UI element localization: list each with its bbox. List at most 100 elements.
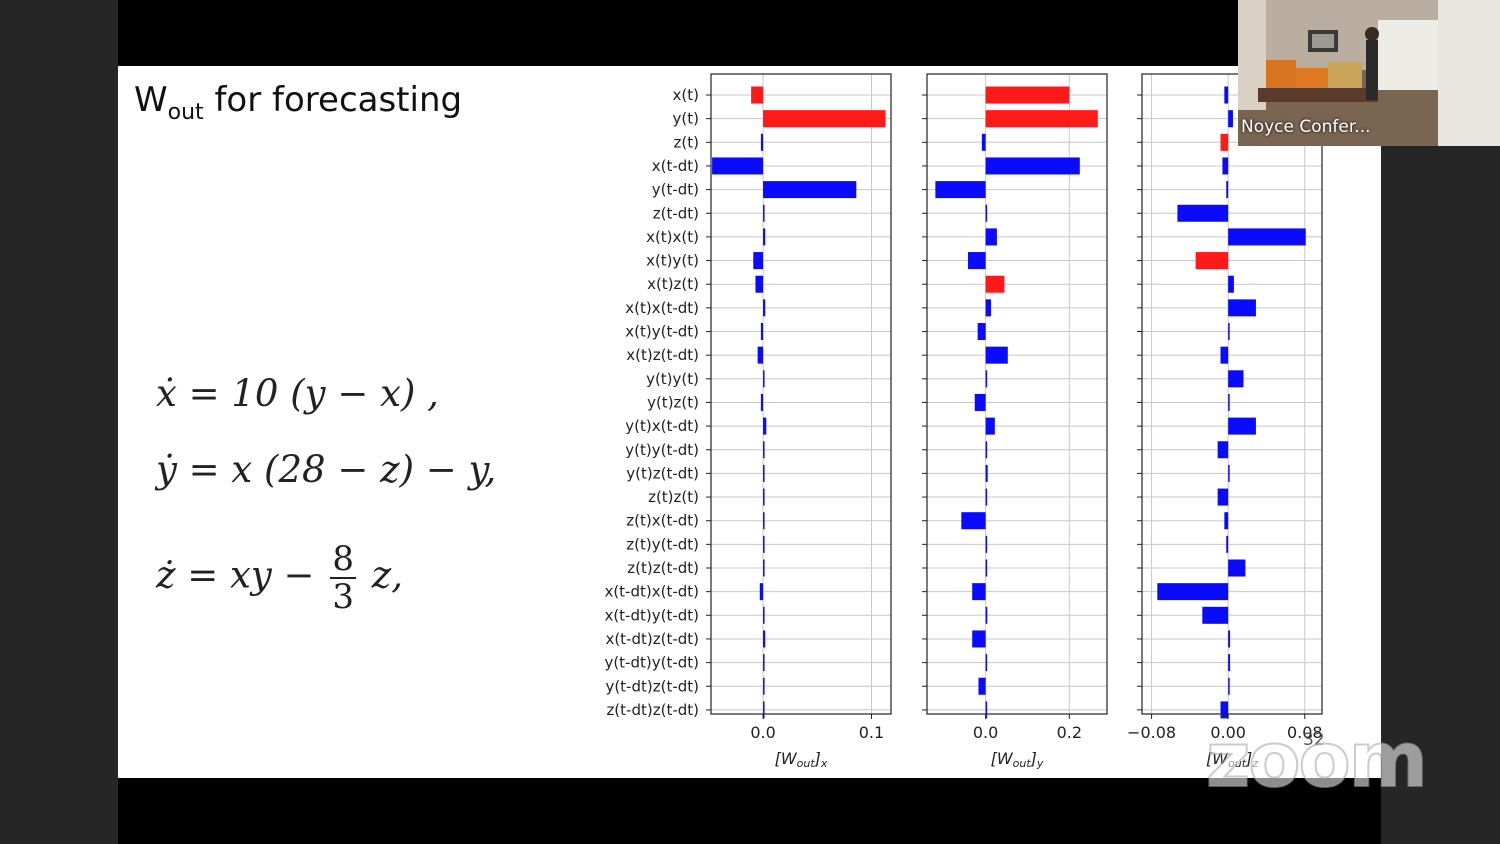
wout-bar-charts: 0.0 0.1[Wout]xx(t)y(t)z(t)x(t-dt)y(t-dt)z…: [604, 73, 1323, 770]
bar-z(t-dt)z(t-dt): [985, 701, 988, 719]
bar-x(t): [1224, 86, 1229, 104]
bar-x(t-dt): [985, 157, 1080, 175]
bar-y(t)y(t): [1228, 370, 1244, 388]
category-label: y(t-dt)y(t-dt): [604, 654, 699, 672]
bar-panel-x: 0.0 0.1[Wout]xx(t)y(t)z(t)x(t-dt)y(t-dt)z…: [604, 73, 892, 770]
bar-z(t)y(t-dt): [985, 535, 988, 553]
bar-x(t)y(t-dt): [977, 323, 986, 340]
bar-y(t): [1228, 110, 1233, 128]
category-label: z(t)y(t-dt): [626, 535, 699, 553]
bar-y(t): [763, 110, 886, 128]
bar-z(t): [760, 133, 764, 151]
bar-y(t-dt)y(t-dt): [1228, 654, 1231, 672]
bar-x(t)z(t-dt): [757, 346, 764, 364]
bar-z(t-dt)z(t-dt): [1220, 701, 1229, 719]
bar-y(t-dt)z(t-dt): [978, 677, 986, 695]
equation-x: ẋ = 10 (y − x) ,: [156, 372, 439, 415]
fraction-numerator: 8: [330, 539, 356, 579]
bar-y(t)z(t): [1228, 393, 1230, 411]
title-subscript: out: [167, 100, 204, 125]
bar-z(t): [1220, 133, 1229, 151]
category-label: x(t-dt)z(t-dt): [605, 630, 699, 648]
category-label: y(t)z(t-dt): [626, 464, 699, 482]
bar-x(t-dt)y(t-dt): [1202, 606, 1229, 624]
x-tick-label: 0.08: [1287, 723, 1323, 742]
category-label: z(t-dt)z(t-dt): [606, 701, 699, 719]
bar-y(t)x(t-dt): [1228, 417, 1256, 435]
bar-z(t)z(t-dt): [985, 559, 988, 577]
x-tick-label: 0.1: [859, 723, 884, 742]
category-label: y(t-dt): [652, 181, 699, 199]
bar-x(t-dt)y(t-dt): [763, 606, 765, 624]
page-number: 32: [1303, 730, 1325, 750]
conference-room-image: [1238, 0, 1500, 146]
bar-x(t-dt)z(t-dt): [1228, 630, 1231, 648]
bar-z(t)z(t): [763, 488, 765, 506]
bar-y(t)y(t): [985, 370, 988, 388]
bar-y(t-dt)y(t-dt): [763, 654, 765, 672]
equation-z-left: ż = xy −: [156, 553, 315, 597]
equation-y: ẏ = x (28 − z) − y,: [156, 448, 497, 491]
bar-z(t)z(t): [1217, 488, 1229, 506]
slide-title: Wout for forecasting: [134, 80, 462, 125]
bar-x(t)z(t): [985, 275, 1005, 293]
category-label: y(t)y(t-dt): [625, 441, 699, 459]
bar-x(t-dt)x(t-dt): [759, 583, 764, 601]
category-label: z(t): [674, 133, 699, 151]
category-label: x(t)y(t): [646, 252, 699, 270]
category-label: x(t-dt)y(t-dt): [604, 606, 699, 624]
participant-name-label: Noyce Confer...: [1241, 117, 1371, 137]
bar-z(t): [981, 133, 986, 151]
x-tick-label: −0.08: [1127, 723, 1176, 742]
bar-y(t)z(t-dt): [1228, 464, 1230, 482]
category-label: y(t)z(t): [647, 393, 699, 411]
bar-x(t)y(t-dt): [760, 323, 764, 340]
zoom-logo: zoom: [1205, 714, 1429, 805]
bar-y(t)y(t): [763, 370, 765, 388]
bar-x(t-dt)z(t-dt): [763, 630, 766, 648]
x-axis-label: [Wout]x: [775, 749, 828, 770]
bar-z(t)x(t-dt): [763, 512, 765, 530]
bar-z(t)y(t-dt): [763, 535, 765, 553]
bar-z(t)z(t-dt): [1228, 559, 1246, 577]
bar-y(t)y(t-dt): [985, 441, 988, 459]
bar-x(t)z(t-dt): [985, 346, 1008, 364]
x-tick-label: 0.2: [1057, 723, 1082, 742]
plot-frame: [926, 73, 1108, 715]
participant-video[interactable]: [1238, 0, 1500, 146]
category-label: z(t)x(t-dt): [626, 512, 699, 530]
category-label: z(t)z(t-dt): [627, 559, 699, 577]
plot-frame: [1141, 73, 1323, 715]
bar-z(t-dt): [1177, 204, 1229, 222]
bar-x(t)x(t-dt): [1228, 299, 1256, 317]
bar-panel-y: 0.0 0.2 [Wout]y: [922, 73, 1108, 770]
plot-frame: [710, 73, 892, 715]
equation-z-fraction: 8 3: [330, 541, 356, 615]
bar-x(t-dt): [1222, 157, 1229, 175]
title-rest: for forecasting: [203, 80, 463, 120]
bar-x(t-dt)x(t-dt): [972, 583, 986, 601]
bar-y(t-dt): [1226, 181, 1229, 199]
bar-x(t)z(t): [1228, 275, 1234, 293]
bar-y(t-dt): [763, 181, 857, 199]
category-label: y(t-dt)z(t-dt): [605, 677, 699, 695]
bar-x(t)z(t): [755, 275, 764, 293]
bar-y(t)y(t-dt): [763, 441, 765, 459]
bar-x(t)x(t): [763, 228, 766, 246]
bar-y(t)z(t-dt): [763, 464, 765, 482]
bar-y(t)y(t-dt): [1217, 441, 1229, 459]
bar-x(t)y(t): [1195, 252, 1229, 270]
bar-x(t)y(t-dt): [1228, 323, 1230, 340]
bar-x(t): [751, 86, 764, 104]
left-letterbox: [0, 0, 118, 844]
bar-x(t)x(t): [1228, 228, 1306, 246]
bar-y(t)x(t-dt): [763, 417, 767, 435]
category-label: x(t): [673, 86, 699, 104]
category-label: y(t)y(t): [646, 370, 699, 388]
category-label: x(t)y(t-dt): [625, 323, 699, 341]
bar-y(t)x(t-dt): [985, 417, 995, 435]
category-label: y(t): [673, 110, 699, 128]
x-axis-label: [Wout]z: [1206, 749, 1258, 770]
bar-y(t-dt)z(t-dt): [763, 677, 765, 695]
category-label: y(t)x(t-dt): [625, 417, 699, 435]
